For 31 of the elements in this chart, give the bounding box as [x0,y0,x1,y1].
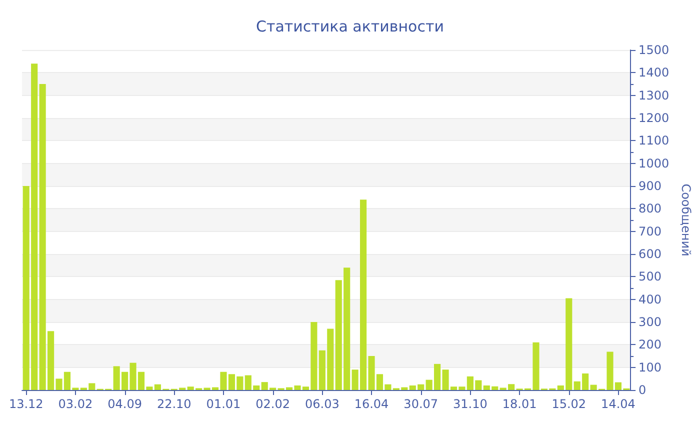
y-tick-label: 1200 [638,111,670,125]
x-tick-label: 15.02 [552,397,586,411]
x-tick-label: 13.12 [8,397,44,411]
x-tick-label: 22.10 [156,397,192,411]
y-tick-label: 1100 [638,134,670,148]
y-tick-label: 400 [638,292,662,306]
y-tick-label: 500 [638,270,662,284]
y-axis-title: Сообщений [679,184,693,256]
x-tick-label: 03.02 [58,397,93,411]
x-tick-label: 02.02 [256,397,290,411]
y-tick-label: 1500 [638,43,670,57]
y-tick-label: 600 [638,247,662,261]
x-tick-label: 16.04 [354,397,389,411]
y-tick-label: 300 [638,315,662,329]
y-tick-label: 800 [638,202,662,216]
x-tick-label: 30.07 [404,397,438,411]
chart-title: Статистика активности [256,18,444,36]
y-tick-label: 1400 [638,66,670,80]
x-tick-label: 01.01 [206,397,241,411]
x-tick-label: 04.09 [108,397,142,411]
x-tick-label: 18.01 [502,397,537,411]
y-tick-label: 1000 [638,156,670,170]
x-tick-label: 14.04 [601,397,636,411]
y-tick-label: 0 [638,383,646,397]
y-tick-label: 200 [638,338,662,352]
x-tick-label: 06.03 [304,397,340,411]
y-tick-label: 100 [638,360,662,374]
y-tick-label: 1300 [638,88,670,102]
y-tick-label: 700 [638,224,662,238]
y-tick-label: 900 [638,179,662,193]
x-tick-label: 31.10 [453,397,488,411]
